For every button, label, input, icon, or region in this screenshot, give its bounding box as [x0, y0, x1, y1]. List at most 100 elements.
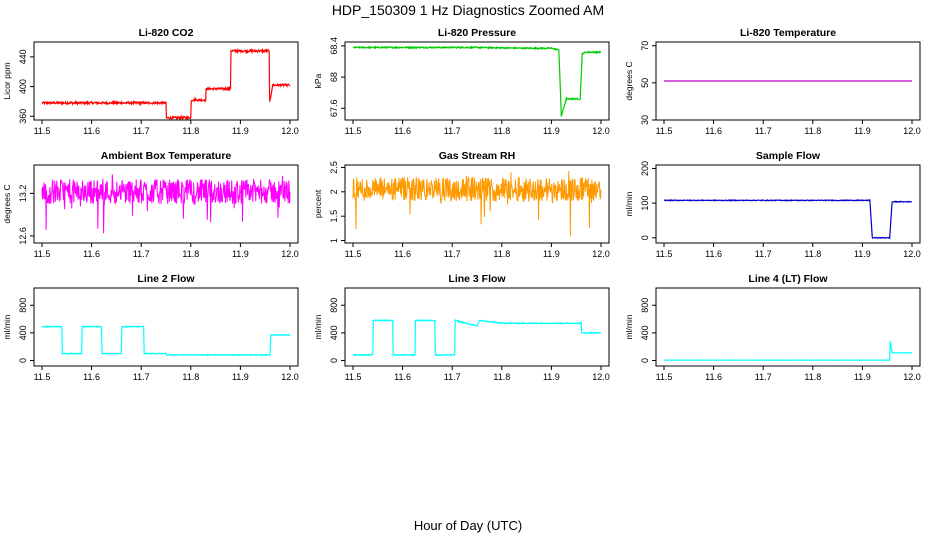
y-axis-label: ml/min [313, 314, 323, 339]
y-tick-label: 400 [18, 325, 28, 340]
y-axis-label: degrees C [624, 61, 634, 100]
x-tick-label: 11.8 [493, 372, 510, 382]
x-tick-label: 11.6 [394, 126, 411, 136]
x-tick-label: 11.6 [83, 126, 100, 136]
plot-frame [33, 164, 299, 244]
x-tick-label: 11.6 [705, 249, 722, 259]
x-tick-label: 11.7 [133, 372, 150, 382]
y-tick-label: 70 [640, 41, 650, 51]
x-tick-label: 11.5 [656, 126, 673, 136]
x-tick-label: 12.0 [592, 372, 610, 382]
panel-6: Sample Flow ml/min 11.5 11.6 11.7 11.8 11.9 12.… [624, 150, 921, 259]
y-tick-label: 800 [18, 298, 28, 313]
x-tick-label: 11.6 [83, 249, 100, 259]
x-tick-label: 11.9 [854, 126, 871, 136]
x-tick-label: 11.5 [345, 249, 362, 259]
y-axis-label: Licor ppm [2, 62, 12, 99]
y-tick-label: 100 [640, 196, 650, 211]
x-tick-label: 12.0 [592, 249, 610, 259]
x-tick-label: 11.7 [755, 126, 772, 136]
y-axis-label: percent [313, 189, 323, 218]
figure-title: HDP_150309 1 Hz Diagnostics Zoomed AM [331, 2, 605, 18]
x-tick-label: 11.5 [34, 249, 51, 259]
y-tick-label: 800 [640, 298, 650, 313]
y-tick-label: 0 [329, 358, 339, 363]
plot-frame [344, 41, 610, 121]
x-tick-label: 11.9 [543, 372, 560, 382]
x-tick-label: 11.9 [543, 249, 560, 259]
x-tick-label: 11.8 [804, 249, 821, 259]
y-tick-label: 0 [640, 235, 650, 240]
panel-9: Line 4 (LT) Flow ml/min 11.5 11.6 11.7 11.8 11… [624, 273, 921, 382]
y-tick-label: 68 [329, 72, 339, 82]
x-tick-label: 11.9 [232, 126, 249, 136]
series-line [41, 174, 291, 234]
x-tick-label: 11.6 [394, 372, 411, 382]
x-tick-label: 12.0 [592, 126, 610, 136]
y-axis-label: degrees C [2, 184, 12, 223]
y-tick-label: 1 [329, 238, 339, 243]
x-tick-label: 12.0 [903, 126, 921, 136]
panel-1: Li-820 CO2 Licor ppm 11.5 11.6 11.7 11.8 11.9 1… [2, 27, 299, 136]
x-axis-label: Hour of Day (UTC) [413, 518, 523, 533]
x-tick-label: 11.7 [133, 249, 150, 259]
panel-4: Ambient Box Temperature degrees C 11.5 11.6… [2, 150, 299, 259]
y-tick-label: 2.5 [329, 161, 339, 174]
x-tick-label: 11.5 [345, 372, 362, 382]
x-tick-label: 11.9 [232, 249, 249, 259]
x-tick-label: 11.6 [705, 126, 722, 136]
x-tick-label: 11.9 [232, 372, 249, 382]
x-tick-label: 11.9 [854, 372, 871, 382]
x-tick-label: 12.0 [903, 249, 921, 259]
x-tick-label: 11.8 [182, 126, 199, 136]
series-line [352, 171, 602, 237]
x-tick-label: 11.9 [854, 249, 871, 259]
series-line [41, 325, 291, 357]
plot-frame [33, 41, 299, 121]
series-line [352, 318, 602, 358]
x-tick-label: 11.8 [493, 126, 510, 136]
x-tick-label: 11.8 [493, 249, 510, 259]
panel-title: Gas Stream RH [439, 150, 515, 162]
x-tick-label: 11.7 [444, 372, 461, 382]
panel-2: Li-820 Pressure kPa 11.5 11.6 11.7 11.8 11.9 12… [313, 27, 610, 136]
y-tick-label: 360 [18, 109, 28, 124]
series-line [664, 341, 912, 361]
x-tick-label: 11.5 [345, 126, 362, 136]
plot-frame [655, 41, 921, 121]
y-tick-label: 400 [329, 325, 339, 340]
x-tick-label: 11.5 [34, 126, 51, 136]
panel-title: Line 4 (LT) Flow [748, 273, 828, 285]
plot-frame [655, 287, 921, 367]
series-line [41, 47, 291, 121]
x-tick-label: 11.6 [83, 372, 100, 382]
x-tick-label: 11.7 [133, 126, 150, 136]
panel-title: Sample Flow [756, 150, 821, 162]
panel-3: Li-820 Temperature degrees C 11.5 11.6 11.7 1… [624, 27, 921, 136]
y-tick-label: 30 [640, 115, 650, 125]
x-tick-label: 11.8 [804, 126, 821, 136]
x-tick-label: 11.6 [705, 372, 722, 382]
y-tick-label: 1.5 [329, 210, 339, 223]
x-tick-label: 12.0 [281, 249, 299, 259]
x-tick-label: 12.0 [281, 126, 299, 136]
y-tick-label: 68.4 [329, 37, 339, 55]
x-tick-label: 12.0 [903, 372, 921, 382]
x-tick-label: 11.9 [543, 126, 560, 136]
panel-title: Line 3 Flow [448, 273, 506, 285]
y-axis-label: ml/min [2, 314, 12, 339]
y-tick-label: 67.6 [329, 100, 339, 118]
y-tick-label: 13.2 [18, 185, 28, 203]
panel-title: Li-820 Temperature [740, 27, 836, 39]
panel-8: Line 3 Flow ml/min 11.5 11.6 11.7 11.8 11.9 12.… [313, 273, 610, 382]
y-tick-label: 440 [18, 49, 28, 64]
y-tick-label: 12.6 [18, 227, 28, 245]
y-axis-label: ml/min [624, 191, 634, 216]
panel-title: Li-820 CO2 [139, 27, 194, 39]
x-tick-label: 11.6 [394, 249, 411, 259]
x-tick-label: 11.5 [34, 372, 51, 382]
x-tick-label: 11.7 [755, 249, 772, 259]
x-tick-label: 12.0 [281, 372, 299, 382]
y-tick-label: 0 [640, 358, 650, 363]
